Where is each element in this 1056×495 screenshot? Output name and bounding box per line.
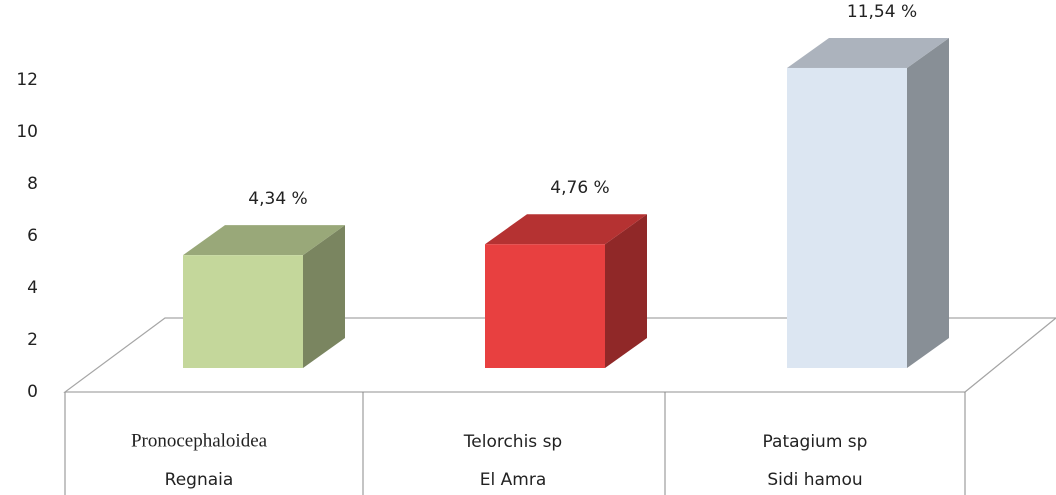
bar-side bbox=[605, 214, 647, 368]
bar-side bbox=[303, 225, 345, 368]
x-tick-label: Pronocephaloidea bbox=[131, 430, 268, 451]
x-tick-label: El Amra bbox=[480, 470, 546, 490]
bar-side bbox=[907, 37, 949, 369]
bar bbox=[183, 255, 303, 368]
x-tick-label: Patagium sp bbox=[763, 432, 868, 452]
bar-top bbox=[183, 225, 345, 256]
x-tick-label: Sidi hamou bbox=[767, 470, 862, 490]
x-tick-label: Regnaia bbox=[165, 470, 234, 490]
y-tick-label: 10 bbox=[16, 122, 38, 142]
y-tick-label: 12 bbox=[16, 70, 38, 90]
y-tick-label: 6 bbox=[27, 226, 38, 246]
y-tick-label: 4 bbox=[27, 278, 38, 298]
bar bbox=[485, 244, 605, 368]
y-tick-label: 0 bbox=[27, 382, 38, 402]
value-label: 4,76 % bbox=[550, 178, 609, 198]
bar bbox=[787, 67, 907, 369]
value-label: 11,54 % bbox=[847, 2, 917, 22]
bar-top bbox=[485, 214, 647, 245]
y-tick-label: 8 bbox=[27, 174, 38, 194]
floor-edge bbox=[964, 317, 1056, 393]
bar-top bbox=[787, 37, 949, 68]
value-label: 4,34 % bbox=[248, 189, 307, 209]
x-tick-label: Telorchis sp bbox=[463, 432, 562, 452]
y-tick-label: 2 bbox=[27, 330, 38, 350]
